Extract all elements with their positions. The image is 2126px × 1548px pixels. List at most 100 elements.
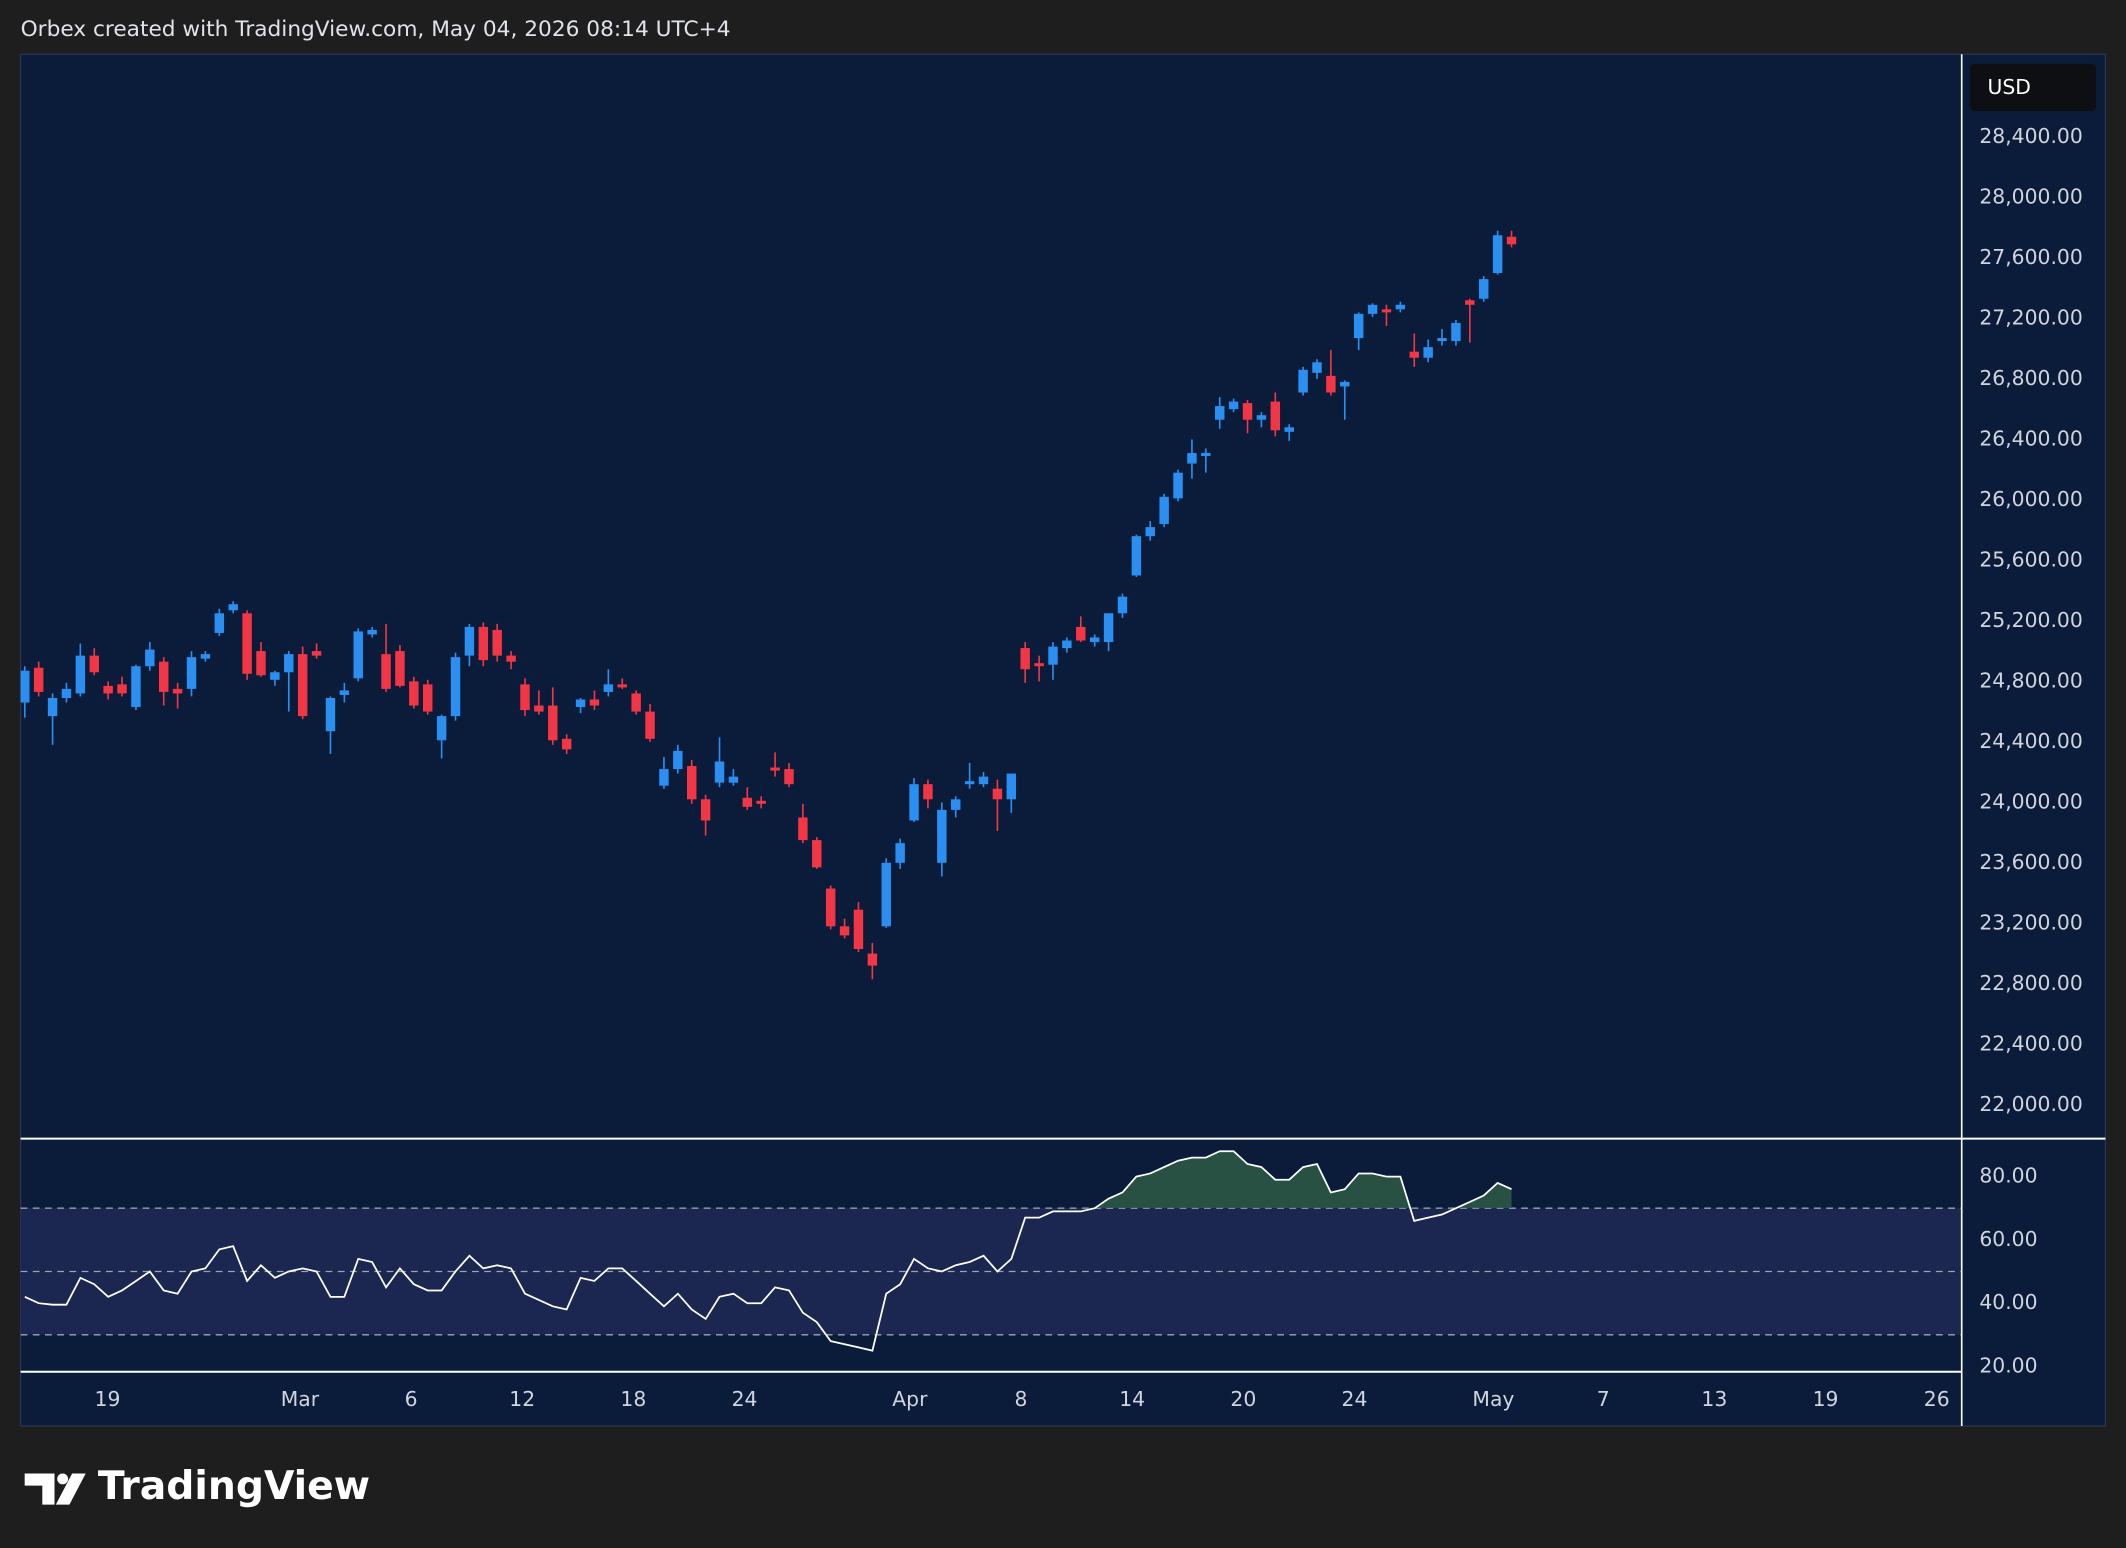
candle-body xyxy=(33,667,44,692)
candle-body xyxy=(200,654,211,659)
x-tick-label: 18 xyxy=(620,1387,646,1411)
candle-body xyxy=(631,693,641,712)
candle-body xyxy=(617,684,627,688)
candle-body xyxy=(409,681,419,706)
candle-body xyxy=(1089,637,1100,643)
y-tick-label: 22,000.00 xyxy=(1979,1092,2082,1116)
candle-body xyxy=(270,672,280,680)
candle-body xyxy=(214,613,225,633)
y-tick-label: 28,000.00 xyxy=(1979,184,2082,208)
candle-body xyxy=(1353,313,1364,339)
candle-body xyxy=(75,655,86,694)
logo-v xyxy=(55,1473,86,1505)
candle-body xyxy=(909,784,919,821)
candle-body xyxy=(839,926,850,936)
candle-body xyxy=(700,799,711,821)
candle-body xyxy=(1451,322,1461,342)
y-tick-label: 24,400.00 xyxy=(1979,729,2082,753)
header: Orbex created with TradingView.com, May … xyxy=(21,17,731,42)
y-tick-label: 22,800.00 xyxy=(1979,971,2082,995)
brand: TradingView xyxy=(98,1464,370,1509)
x-tick-label: Apr xyxy=(892,1387,928,1411)
plot xyxy=(20,230,1962,1352)
x-tick-label: 14 xyxy=(1119,1387,1145,1411)
y-tick-label: 27,600.00 xyxy=(1979,245,2082,269)
candle-body xyxy=(1201,452,1211,457)
candle-body xyxy=(172,688,183,694)
candle-body xyxy=(1340,381,1350,387)
candle-body xyxy=(534,705,544,712)
candle-body xyxy=(1492,235,1503,274)
rsi-line xyxy=(24,1150,1512,1352)
currency-box[interactable] xyxy=(1969,63,2096,112)
candle-body xyxy=(325,697,336,732)
candle-body xyxy=(20,670,30,703)
candle-body xyxy=(158,661,169,692)
candle-body xyxy=(728,776,739,783)
candle-body xyxy=(1506,236,1517,245)
candle-body xyxy=(492,629,502,656)
candle-body xyxy=(659,769,669,786)
candle-body xyxy=(1409,351,1419,358)
candle-body xyxy=(1062,640,1072,649)
candle-body xyxy=(89,655,99,673)
overbought-fill xyxy=(24,1151,1512,1209)
candle-body xyxy=(131,666,141,708)
candle-body xyxy=(1284,427,1294,432)
brand-logo: TradingView xyxy=(24,1464,370,1509)
candle-body xyxy=(825,888,836,927)
candle-body xyxy=(1159,496,1169,525)
x-tick-label: 13 xyxy=(1701,1387,1727,1411)
candle-body xyxy=(1215,406,1225,420)
candle-body xyxy=(1312,362,1322,373)
candle-body xyxy=(673,750,683,770)
x-tick-label: Mar xyxy=(281,1387,320,1411)
candle-body xyxy=(589,699,600,706)
candle-body xyxy=(1437,338,1447,342)
candle-body xyxy=(1131,536,1142,576)
candle-body xyxy=(242,613,252,674)
candle-body xyxy=(228,604,238,611)
y-tick-label: 20.00 xyxy=(1979,1353,2037,1377)
y-tick-label: 22,400.00 xyxy=(1979,1031,2082,1055)
candle-body xyxy=(978,776,989,785)
candle-body xyxy=(1465,300,1475,305)
candle-body xyxy=(395,651,405,686)
candle-body xyxy=(423,684,433,712)
candle-body xyxy=(1256,415,1267,420)
y-tick-label: 23,200.00 xyxy=(1979,910,2082,934)
y-tick-label: 26,400.00 xyxy=(1979,426,2082,450)
candle-body xyxy=(548,705,558,741)
candle-body xyxy=(284,654,294,673)
candle-body xyxy=(923,784,933,800)
x-tick-label: 8 xyxy=(1015,1387,1028,1411)
candle-body xyxy=(784,769,794,785)
x-tick-label: 24 xyxy=(1342,1387,1368,1411)
candle-body xyxy=(478,626,489,661)
candle-body xyxy=(881,862,891,927)
x-tick-label: 19 xyxy=(1813,1387,1839,1411)
candle-body xyxy=(1228,401,1239,410)
y-tick-label: 80.00 xyxy=(1979,1164,2037,1188)
y-tick-label: 27,200.00 xyxy=(1979,305,2082,329)
candle-body xyxy=(1367,304,1378,314)
y-tick-label: 25,600.00 xyxy=(1979,547,2082,571)
candle-body xyxy=(1187,452,1197,464)
candle-body xyxy=(937,809,947,863)
candle-body xyxy=(812,840,822,868)
candle-body xyxy=(311,651,322,656)
candle-body xyxy=(339,690,350,695)
candle-body xyxy=(867,953,878,966)
logo-t xyxy=(24,1473,55,1505)
candle-body xyxy=(742,797,753,807)
candle-body xyxy=(1117,596,1128,614)
x-tick-label: 24 xyxy=(732,1387,758,1411)
candle-body xyxy=(117,684,127,694)
candle-body xyxy=(103,685,113,694)
x-tick-label: 26 xyxy=(1924,1387,1950,1411)
candle-body xyxy=(1381,309,1392,313)
y-tick-label: 25,200.00 xyxy=(1979,608,2082,632)
chart-panel xyxy=(19,53,2107,1427)
candle-body xyxy=(561,738,572,750)
